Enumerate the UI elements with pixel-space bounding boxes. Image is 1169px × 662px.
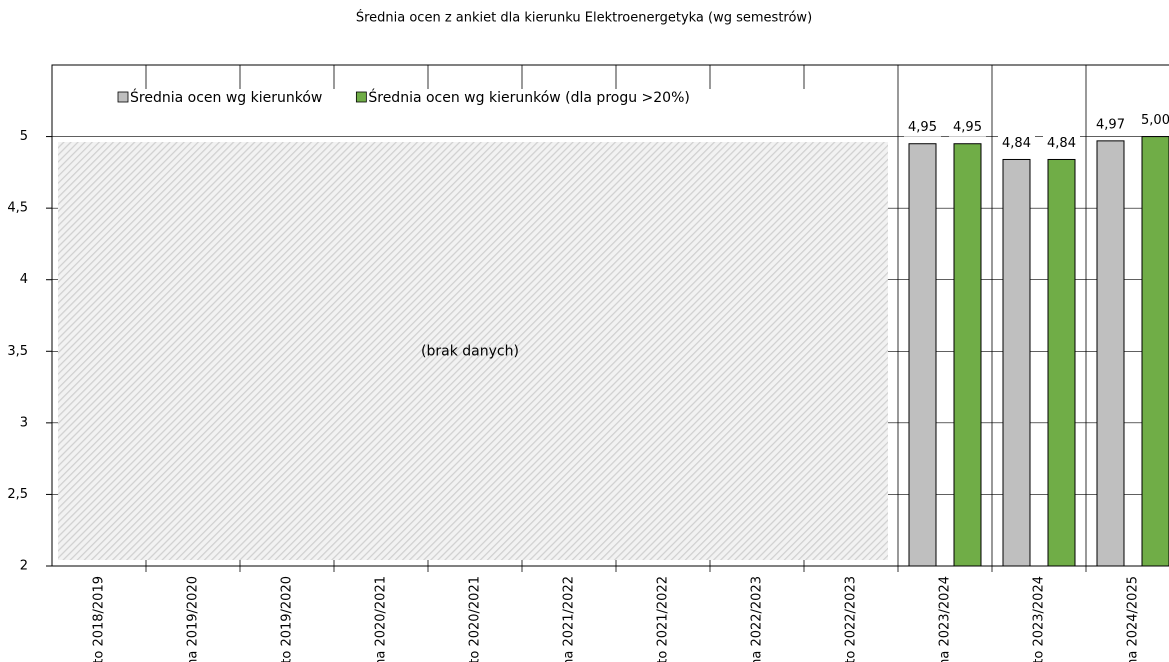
annotation: (brak danych) xyxy=(421,343,519,359)
value-label: 4,97 xyxy=(1096,117,1125,132)
y-tick-label: 3 xyxy=(20,415,28,430)
y-tick-label: 4,5 xyxy=(7,201,28,216)
x-tick-label: Zima 2020/2021 xyxy=(374,576,389,662)
value-label-bg xyxy=(904,118,941,137)
bar xyxy=(953,143,982,567)
y-tick-label: 5 xyxy=(20,129,28,144)
x-tick-label: Lato 2023/2024 xyxy=(1032,576,1047,662)
value-label: 4,95 xyxy=(953,120,982,135)
bar xyxy=(1002,158,1031,567)
x-tick-label: Lato 2018/2019 xyxy=(92,576,107,662)
value-label-bg xyxy=(949,118,986,137)
x-tick-label: Lato 2021/2022 xyxy=(656,576,671,662)
x-tick-label: Zima 2019/2020 xyxy=(186,576,201,662)
value-label: 4,84 xyxy=(1047,136,1076,151)
x-tick-label: Lato 2022/2023 xyxy=(844,576,859,662)
value-label-bg xyxy=(998,134,1035,153)
value-label: 5,00 xyxy=(1141,113,1169,128)
bar xyxy=(1096,140,1125,567)
x-tick-label: Zima 2021/2022 xyxy=(562,576,577,662)
legend-label: Średnia ocen wg kierunków xyxy=(130,88,322,106)
x-tick-label: Lato 2020/2021 xyxy=(468,576,483,662)
legend-swatch xyxy=(355,91,367,103)
x-tick-label: Zima 2023/2024 xyxy=(938,576,953,662)
value-label-bg xyxy=(1043,134,1080,153)
legend-swatch xyxy=(117,91,129,103)
y-tick-label: 3,5 xyxy=(7,344,28,359)
plot-border xyxy=(51,64,1169,567)
bar xyxy=(1141,136,1169,567)
legend-label: Średnia ocen wg kierunków (dla progu >20… xyxy=(368,88,690,106)
value-label: 4,95 xyxy=(908,120,937,135)
chart-title: Średnia ocen z ankiet dla kierunku Elekt… xyxy=(356,10,812,26)
y-tick-label: 4 xyxy=(20,272,28,287)
x-tick-label: Zima 2024/2025 xyxy=(1126,576,1141,662)
value-label-bg xyxy=(1137,111,1169,130)
y-tick-label: 2 xyxy=(20,559,28,574)
no-data-area xyxy=(58,142,888,560)
bar xyxy=(908,143,937,567)
x-tick-label: Lato 2019/2020 xyxy=(280,576,295,662)
bar xyxy=(1047,158,1076,567)
value-label-bg xyxy=(1092,115,1129,134)
value-label: 4,84 xyxy=(1002,136,1031,151)
y-tick-label: 2,5 xyxy=(7,487,28,502)
x-tick-label: Zima 2022/2023 xyxy=(750,576,765,662)
